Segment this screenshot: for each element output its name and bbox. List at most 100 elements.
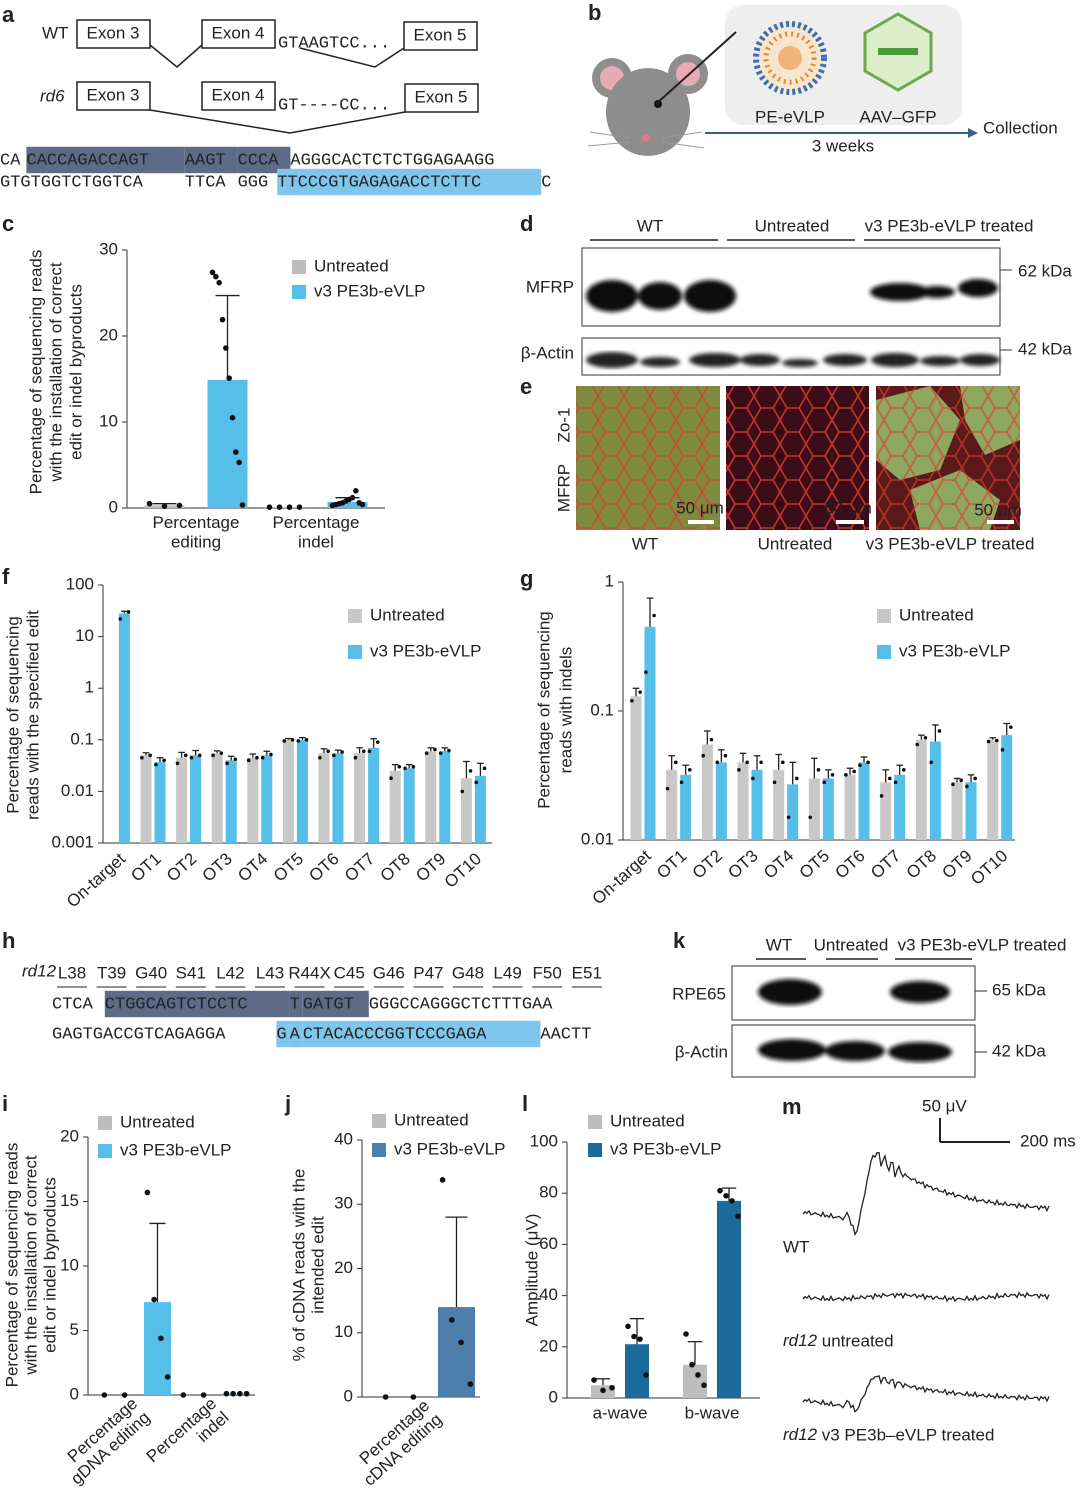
codon-label: S41	[176, 963, 206, 982]
stain-label: MFRP	[554, 464, 573, 512]
data-point	[644, 670, 648, 674]
bar	[211, 753, 223, 843]
legend-swatch	[372, 1114, 386, 1128]
legend-label: v3 PE3b-eVLP	[899, 641, 1011, 660]
panel-label: m	[782, 1094, 802, 1119]
group-label: Untreated	[814, 935, 889, 954]
y-tick-label: 10	[60, 1255, 79, 1274]
x-tick-label: OT3	[199, 849, 236, 885]
data-point	[213, 273, 219, 280]
data-point	[701, 1382, 707, 1388]
group-label: v3 PE3b-eVLP treated	[865, 216, 1034, 235]
group-label: WT	[766, 935, 792, 954]
panel-label: j	[284, 1091, 291, 1116]
bar	[354, 753, 366, 843]
bar	[965, 782, 977, 840]
panel-label: a	[2, 2, 15, 27]
legend-label: Untreated	[314, 256, 389, 275]
y-tick-label: 0.001	[51, 832, 94, 851]
data-point	[888, 776, 892, 781]
bar	[327, 501, 368, 508]
bar	[844, 774, 856, 840]
data-point	[226, 375, 232, 381]
sequence-segment: AGGGCACTCTCTGGAGAAGG	[290, 151, 494, 170]
x-tick-label: Percentageindel	[143, 1394, 233, 1480]
data-point	[236, 459, 242, 466]
sequence-segment: CTGGCAGTCTCCTC	[105, 995, 248, 1014]
data-point	[439, 1177, 446, 1183]
data-point	[359, 501, 366, 508]
bar	[225, 760, 237, 843]
exon-label: Exon 3	[87, 23, 140, 42]
bar	[894, 774, 906, 840]
y-axis-label: with the installation of correct	[46, 262, 65, 482]
bar	[264, 507, 305, 508]
codon-label: L43	[256, 963, 284, 982]
y-axis-label: Percentage of sequencing reads	[26, 250, 45, 495]
erg-trace	[802, 1152, 1050, 1236]
microscopy-images	[576, 386, 1020, 530]
data-point	[216, 279, 222, 286]
data-point	[449, 1317, 455, 1323]
data-point	[223, 1390, 230, 1397]
panel-label: f	[2, 564, 10, 589]
sequence-segment: TTCCCGTGAGAGACCTCTTC	[277, 173, 481, 192]
data-point	[923, 735, 928, 740]
genotype-label: WT	[42, 23, 68, 42]
data-point	[631, 1333, 637, 1340]
codon-label: T39	[97, 963, 126, 982]
sequence-segment: GT	[278, 34, 298, 53]
bar	[737, 762, 749, 840]
data-point	[467, 1381, 474, 1387]
data-point	[652, 613, 656, 618]
bar	[207, 379, 248, 508]
y-tick-label: 0.01	[581, 829, 614, 848]
bar	[247, 757, 259, 843]
y-tick-label: 100	[530, 1131, 558, 1150]
data-point	[332, 753, 336, 758]
marker-label: 42 kDa	[992, 1041, 1046, 1060]
codon-label: L42	[216, 963, 244, 982]
data-point	[709, 737, 714, 742]
row-label: RPE65	[672, 984, 726, 1003]
y-axis-label: Percentage of sequencing reads	[2, 1143, 21, 1388]
data-point	[468, 769, 473, 773]
bar	[773, 769, 785, 840]
data-point	[176, 502, 183, 509]
data-point	[745, 760, 749, 765]
bar	[368, 747, 380, 843]
data-point	[225, 761, 229, 766]
exon-label: Exon 5	[414, 25, 467, 44]
y-tick-label: 0.1	[590, 700, 614, 719]
data-point	[937, 729, 942, 733]
x-tick-label: OT1	[653, 846, 690, 882]
y-tick-label: 30	[334, 1194, 353, 1213]
data-point	[229, 414, 236, 421]
y-tick-label: 0.01	[61, 781, 94, 800]
x-tick-label: b-wave	[685, 1403, 740, 1422]
bar	[296, 739, 308, 843]
timeline-label: 3 weeks	[812, 136, 874, 155]
data-point	[689, 1361, 695, 1368]
x-tick-label: OT6	[305, 849, 342, 885]
data-point	[411, 764, 416, 769]
data-point	[140, 755, 144, 760]
x-tick-label: OT3	[724, 846, 761, 882]
panel-label: e	[520, 374, 532, 399]
y-axis-label: Amplitude (μV)	[522, 1214, 541, 1327]
injection-diagram	[587, 5, 978, 156]
sequence-segment: C	[541, 173, 551, 192]
data-point	[723, 1192, 729, 1199]
data-point	[282, 739, 287, 743]
sequence-segment: CTACACCCGGTCCCGAGA	[303, 1025, 487, 1044]
x-tick-label: OT7	[341, 849, 378, 885]
legend-swatch	[98, 1116, 112, 1130]
panel-label: d	[520, 211, 533, 236]
y-tick-label: 100	[66, 574, 94, 593]
legend-label: v3 PE3b-eVLP	[394, 1139, 506, 1158]
marker-label: 42 kDa	[1018, 339, 1072, 358]
scale-label: 50 μV	[922, 1096, 967, 1115]
data-point	[318, 755, 322, 760]
bar	[282, 739, 294, 843]
bar	[154, 762, 166, 843]
